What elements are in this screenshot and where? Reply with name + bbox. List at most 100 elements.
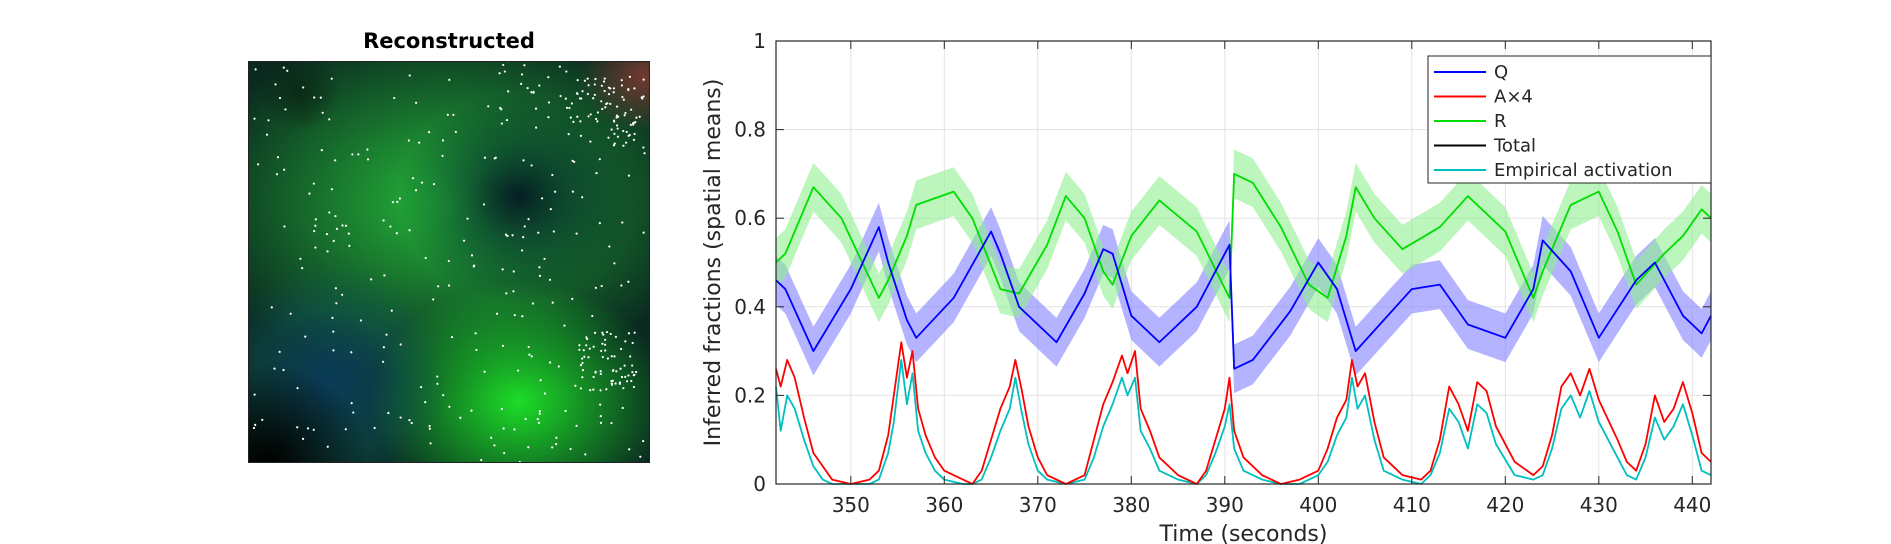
event-dot <box>332 330 335 333</box>
event-dot <box>512 290 515 293</box>
event-dot <box>639 455 642 458</box>
event-dot <box>571 159 574 162</box>
event-dot <box>526 87 529 90</box>
event-dot <box>462 239 466 242</box>
event-dot <box>332 349 335 352</box>
event-dot <box>382 219 385 222</box>
event-dot <box>396 200 399 203</box>
event-dot <box>253 393 256 396</box>
event-dot <box>500 122 503 125</box>
event-dot <box>612 87 616 90</box>
event-dot <box>583 79 586 82</box>
event-dot <box>603 89 606 93</box>
event-dot <box>594 370 597 373</box>
legend-entry: Total <box>1493 136 1536 157</box>
event-dot <box>382 346 385 349</box>
event-dot <box>627 88 630 92</box>
event-dot <box>312 428 315 431</box>
event-dot <box>437 285 440 288</box>
event-dot <box>589 113 592 116</box>
x-tick-label: 390 <box>1206 493 1244 517</box>
event-dot <box>407 139 410 142</box>
event-dot <box>624 375 627 378</box>
event-dot <box>501 344 505 347</box>
event-dot <box>575 232 578 235</box>
event-dot <box>609 102 612 105</box>
event-dot <box>564 409 567 413</box>
event-dot <box>599 415 602 418</box>
event-dot <box>632 123 635 126</box>
event-dot <box>620 79 623 82</box>
event-dot <box>589 389 592 392</box>
event-dot <box>535 126 538 129</box>
event-dot <box>642 439 645 443</box>
event-dot <box>591 314 594 318</box>
event-dot <box>614 335 617 338</box>
event-dot <box>475 348 478 352</box>
event-dot <box>631 341 634 345</box>
event-dot <box>565 70 568 73</box>
event-dot <box>389 225 392 228</box>
event-dot <box>631 364 634 367</box>
event-dot <box>470 409 473 412</box>
event-dot <box>598 222 601 225</box>
event-dot <box>554 443 558 446</box>
x-tick-label: 360 <box>925 493 963 517</box>
event-dot <box>351 153 354 156</box>
event-dot <box>555 436 558 439</box>
event-dot <box>513 313 516 317</box>
event-dot <box>627 374 630 377</box>
event-dot <box>567 133 570 136</box>
event-dot <box>428 424 431 428</box>
event-dot <box>579 120 582 123</box>
event-dot <box>600 284 603 288</box>
event-dot <box>429 442 432 445</box>
event-dot <box>254 68 257 71</box>
event-dot <box>538 412 541 415</box>
event-dot <box>563 324 566 327</box>
event-dot <box>383 274 386 277</box>
event-dot <box>615 124 619 127</box>
event-dot <box>414 189 418 192</box>
event-dot <box>592 375 595 379</box>
event-dot <box>410 421 413 425</box>
event-dot <box>615 370 618 373</box>
event-dot <box>628 75 631 78</box>
event-dot <box>612 91 615 94</box>
event-dot <box>599 403 602 406</box>
event-dot <box>610 421 613 425</box>
event-dot <box>587 356 590 359</box>
event-dot <box>473 264 476 267</box>
event-dot <box>270 306 273 309</box>
event-dot <box>522 159 525 162</box>
event-dot <box>441 154 444 157</box>
event-dot <box>629 355 632 358</box>
event-dot <box>314 218 317 221</box>
event-dot <box>507 90 510 93</box>
event-dot <box>452 113 455 116</box>
event-dot <box>599 372 602 376</box>
event-dot <box>289 312 292 315</box>
series-line-a-4 <box>775 341 1712 485</box>
event-dot <box>564 97 567 100</box>
image-dark-spot <box>399 92 639 302</box>
event-dot <box>629 123 632 126</box>
event-dot <box>436 382 439 385</box>
x-tick-label: 440 <box>1673 493 1711 517</box>
event-dot <box>335 302 338 305</box>
event-dot <box>381 360 385 363</box>
event-dot <box>641 97 644 100</box>
event-dot <box>630 108 633 111</box>
event-dot <box>635 370 638 374</box>
event-dot <box>527 446 530 449</box>
event-dot <box>334 214 337 218</box>
event-dot <box>618 382 621 385</box>
event-dot <box>370 278 373 281</box>
event-dot <box>586 77 589 80</box>
event-dot <box>558 65 561 68</box>
event-dot <box>511 234 514 237</box>
event-dot <box>627 332 631 335</box>
event-dot <box>420 386 423 389</box>
event-dot <box>252 426 256 430</box>
event-dot <box>582 349 585 352</box>
